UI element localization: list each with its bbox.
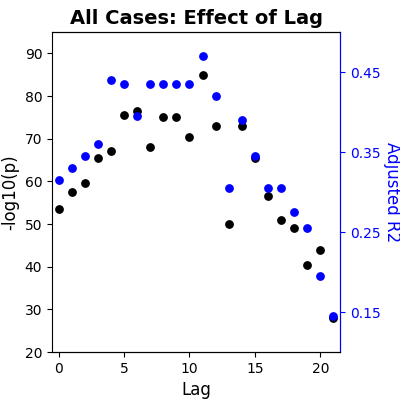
Point — [304, 225, 310, 231]
Point — [317, 246, 324, 253]
Point — [265, 193, 271, 200]
Point — [239, 123, 245, 129]
Point — [199, 72, 206, 78]
Point — [173, 114, 180, 120]
Point — [330, 315, 337, 321]
Point — [134, 113, 140, 119]
Point — [95, 155, 101, 161]
Point — [278, 185, 284, 191]
Point — [160, 81, 166, 87]
Point — [82, 180, 88, 187]
Y-axis label: -log10(p): -log10(p) — [1, 154, 19, 230]
Point — [55, 177, 62, 183]
Point — [147, 81, 153, 87]
Point — [160, 114, 166, 120]
Point — [304, 261, 310, 268]
Point — [173, 81, 180, 87]
Point — [226, 221, 232, 227]
Point — [265, 185, 271, 191]
Point — [134, 108, 140, 114]
Point — [108, 148, 114, 155]
Point — [147, 144, 153, 150]
Point — [291, 209, 297, 215]
Point — [121, 81, 127, 87]
Point — [278, 216, 284, 223]
Point — [252, 153, 258, 159]
Point — [108, 77, 114, 83]
Point — [199, 53, 206, 59]
Point — [252, 155, 258, 161]
Point — [330, 313, 337, 319]
Point — [68, 189, 75, 195]
Point — [291, 225, 297, 232]
Point — [186, 81, 193, 87]
Point — [226, 185, 232, 191]
X-axis label: Lag: Lag — [181, 381, 211, 399]
Point — [317, 273, 324, 279]
Point — [82, 153, 88, 159]
Point — [121, 112, 127, 118]
Point — [186, 133, 193, 140]
Y-axis label: Adjusted R2: Adjusted R2 — [383, 142, 400, 242]
Point — [212, 93, 219, 99]
Point — [239, 117, 245, 123]
Point — [68, 165, 75, 171]
Title: All Cases: Effect of Lag: All Cases: Effect of Lag — [70, 9, 322, 28]
Point — [55, 206, 62, 212]
Point — [212, 123, 219, 129]
Point — [95, 141, 101, 147]
